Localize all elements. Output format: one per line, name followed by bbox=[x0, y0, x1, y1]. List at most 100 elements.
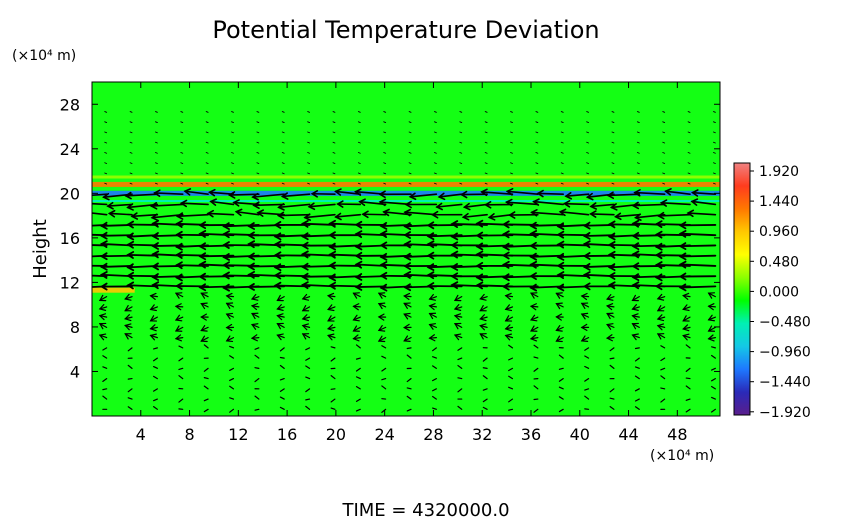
wind-vector bbox=[180, 131, 184, 134]
wind-vector-head bbox=[225, 292, 233, 301]
wind-vector-head bbox=[99, 221, 108, 230]
wind-vector-head bbox=[504, 324, 512, 332]
wind-vector-head bbox=[633, 189, 641, 197]
wind-vector bbox=[99, 334, 108, 339]
wind-vector-head bbox=[580, 292, 588, 301]
wind-vector-head bbox=[80, 209, 85, 215]
wind-vector-head bbox=[556, 252, 565, 261]
wind-vector-head bbox=[378, 198, 387, 207]
wind-vector bbox=[332, 182, 336, 185]
wind-vector bbox=[535, 152, 539, 154]
wind-vector-head bbox=[690, 198, 699, 206]
wind-vector-head bbox=[174, 325, 183, 332]
wind-vector-head bbox=[504, 315, 513, 322]
wind-vector bbox=[355, 386, 361, 390]
wind-vector bbox=[484, 131, 488, 134]
wind-vector bbox=[508, 357, 514, 361]
wind-vector bbox=[611, 162, 615, 164]
wind-vector bbox=[583, 265, 615, 268]
temperature-bands bbox=[92, 175, 720, 293]
wind-vector bbox=[537, 192, 564, 196]
wind-vector-head bbox=[198, 221, 207, 230]
wind-vector bbox=[636, 152, 640, 154]
wind-vector bbox=[203, 408, 209, 413]
wind-vector-head bbox=[276, 294, 284, 302]
wind-vector-head bbox=[682, 304, 690, 312]
wind-vector bbox=[685, 398, 691, 401]
wind-vector bbox=[584, 388, 590, 391]
wind-vector bbox=[607, 193, 641, 197]
wind-vector-head bbox=[607, 281, 616, 290]
wind-vector-head bbox=[225, 323, 233, 332]
wind-vector bbox=[155, 121, 158, 123]
wind-vector bbox=[711, 385, 716, 390]
wind-vector bbox=[631, 323, 640, 328]
wind-vector-head bbox=[682, 292, 690, 300]
wind-vector-head bbox=[582, 231, 591, 240]
wind-vector bbox=[153, 388, 158, 392]
wind-vector bbox=[252, 193, 285, 198]
wind-vector bbox=[664, 190, 691, 196]
x-tick-label: 40 bbox=[570, 425, 590, 444]
wind-vector-head bbox=[678, 230, 687, 238]
wind-vector bbox=[558, 367, 564, 370]
wind-vector bbox=[459, 152, 463, 154]
wind-vector bbox=[100, 254, 133, 258]
wind-vector bbox=[180, 121, 184, 123]
wind-vector-head bbox=[179, 199, 188, 208]
y-tick-label: 20 bbox=[60, 184, 80, 203]
wind-vector bbox=[229, 345, 235, 349]
wind-vector bbox=[482, 388, 488, 391]
wind-vector-head bbox=[126, 220, 135, 229]
wind-vector bbox=[256, 152, 260, 154]
wind-vector-head bbox=[149, 304, 157, 312]
wind-vector-head bbox=[437, 192, 446, 201]
wind-vector-head bbox=[247, 262, 255, 271]
wind-vector bbox=[459, 131, 463, 134]
wind-vector-head bbox=[99, 252, 108, 261]
wind-vector bbox=[332, 141, 336, 144]
wind-vector-head bbox=[461, 212, 470, 221]
wind-vector-head bbox=[475, 250, 484, 259]
wind-vector bbox=[687, 172, 691, 175]
wind-vector bbox=[560, 121, 564, 123]
wind-vector bbox=[180, 141, 184, 144]
wind-vector-head bbox=[450, 241, 459, 250]
time-footer: TIME = 4320000.0 bbox=[341, 500, 509, 519]
wind-vector bbox=[634, 191, 666, 196]
wind-vector bbox=[129, 111, 133, 113]
wind-vector-head bbox=[151, 232, 160, 240]
plot-frame bbox=[91, 81, 721, 417]
wind-vector-head bbox=[276, 304, 284, 311]
wind-vector bbox=[279, 406, 285, 410]
wind-vector-head bbox=[276, 333, 284, 341]
wind-vector-head bbox=[225, 335, 234, 343]
wind-vector-head bbox=[327, 304, 335, 312]
colorbar-label: 0.960 bbox=[759, 224, 799, 240]
wind-vector-head bbox=[556, 271, 565, 279]
wind-vector bbox=[104, 172, 108, 175]
wind-vector-head bbox=[508, 211, 516, 219]
wind-vector-head bbox=[656, 323, 665, 331]
wind-vector-head bbox=[529, 260, 538, 269]
wind-vector bbox=[102, 347, 108, 351]
wind-vector bbox=[277, 213, 311, 217]
wind-vector bbox=[178, 367, 184, 371]
wind-vector bbox=[107, 203, 133, 207]
wind-vector-head bbox=[431, 210, 439, 219]
wind-vector bbox=[679, 285, 717, 289]
wind-vector-head bbox=[426, 221, 435, 230]
wind-vector bbox=[510, 172, 513, 175]
wind-vector-head bbox=[352, 334, 360, 342]
x-tick-label: 4 bbox=[136, 425, 146, 444]
x-tick-label: 44 bbox=[618, 425, 638, 444]
wind-vector-head bbox=[450, 263, 459, 271]
wind-vector bbox=[409, 193, 438, 198]
wind-vector bbox=[451, 223, 488, 226]
wind-vector bbox=[229, 367, 235, 372]
wind-vector-head bbox=[582, 240, 591, 249]
x-axis-unit: (×10⁴ m) bbox=[650, 448, 714, 464]
wind-vector-head bbox=[124, 191, 132, 200]
wind-vector bbox=[235, 210, 260, 216]
wind-vector-head bbox=[252, 201, 260, 209]
